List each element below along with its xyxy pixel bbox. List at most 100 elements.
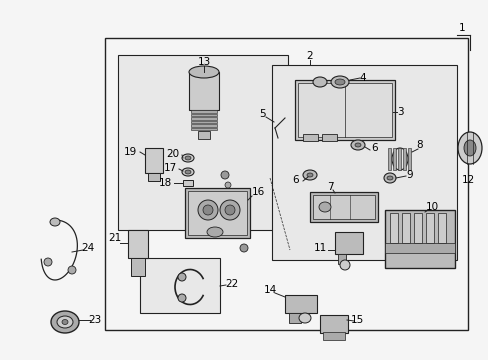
Bar — [323, 332, 345, 340]
Ellipse shape — [298, 313, 310, 323]
Ellipse shape — [203, 205, 213, 215]
Bar — [131, 258, 145, 276]
Ellipse shape — [383, 173, 395, 183]
Text: 20: 20 — [166, 149, 179, 159]
Bar — [184, 188, 249, 238]
Ellipse shape — [224, 205, 235, 215]
Bar — [413, 213, 421, 243]
Text: 8: 8 — [416, 140, 423, 150]
Bar — [191, 124, 217, 126]
Ellipse shape — [44, 258, 52, 266]
Text: 10: 10 — [425, 202, 438, 212]
Bar — [183, 180, 193, 186]
Text: 13: 13 — [197, 57, 210, 67]
Ellipse shape — [330, 76, 348, 88]
Text: 18: 18 — [158, 178, 171, 188]
Bar — [337, 254, 346, 264]
Bar — [191, 113, 217, 116]
Bar — [191, 121, 217, 123]
Bar — [297, 83, 391, 137]
Bar — [312, 195, 374, 219]
Ellipse shape — [457, 132, 481, 164]
Ellipse shape — [68, 266, 76, 274]
Text: 5: 5 — [258, 109, 265, 119]
Bar — [334, 232, 362, 254]
Text: 6: 6 — [371, 143, 378, 153]
Ellipse shape — [463, 140, 475, 156]
Text: 1: 1 — [458, 23, 465, 33]
Text: 3: 3 — [396, 107, 403, 117]
Bar — [140, 258, 220, 313]
Text: 11: 11 — [313, 243, 326, 253]
Ellipse shape — [62, 320, 68, 324]
Text: 22: 22 — [225, 279, 238, 289]
Ellipse shape — [306, 173, 312, 177]
Bar — [392, 148, 395, 170]
Ellipse shape — [206, 227, 223, 237]
Ellipse shape — [386, 176, 392, 180]
Bar — [321, 134, 336, 141]
Text: 15: 15 — [350, 315, 363, 325]
Ellipse shape — [354, 143, 360, 147]
Text: 6: 6 — [292, 175, 299, 185]
Bar — [402, 148, 405, 170]
Bar — [118, 55, 287, 230]
Ellipse shape — [184, 156, 191, 160]
Bar — [425, 213, 433, 243]
Bar — [401, 213, 409, 243]
Ellipse shape — [221, 171, 228, 179]
Ellipse shape — [57, 316, 73, 328]
Text: 24: 24 — [81, 243, 95, 253]
Ellipse shape — [50, 218, 60, 226]
Text: 19: 19 — [123, 147, 136, 157]
Bar — [198, 131, 209, 139]
Bar — [384, 243, 454, 253]
Ellipse shape — [189, 66, 219, 78]
Bar — [407, 148, 410, 170]
Ellipse shape — [51, 311, 79, 333]
Bar — [191, 117, 217, 120]
Text: 17: 17 — [163, 163, 176, 173]
Ellipse shape — [240, 244, 247, 252]
Bar — [384, 210, 454, 268]
Ellipse shape — [224, 182, 230, 188]
Text: 12: 12 — [461, 175, 474, 185]
Bar — [148, 173, 160, 181]
Ellipse shape — [182, 154, 194, 162]
Ellipse shape — [303, 170, 316, 180]
Bar — [187, 191, 246, 235]
Ellipse shape — [198, 200, 218, 220]
Bar — [191, 127, 217, 130]
Bar — [271, 65, 456, 260]
Text: 9: 9 — [406, 170, 412, 180]
Bar — [191, 110, 217, 113]
Ellipse shape — [178, 273, 185, 281]
Bar — [105, 38, 467, 330]
Bar — [294, 80, 394, 140]
Ellipse shape — [184, 170, 191, 174]
Text: 23: 23 — [88, 315, 102, 325]
Text: 14: 14 — [263, 285, 276, 295]
Text: 4: 4 — [359, 73, 366, 83]
Ellipse shape — [334, 79, 345, 85]
Ellipse shape — [339, 260, 349, 270]
Ellipse shape — [182, 168, 194, 176]
Ellipse shape — [318, 202, 330, 212]
Bar — [288, 313, 301, 323]
Bar — [309, 192, 377, 222]
Bar — [387, 148, 390, 170]
Ellipse shape — [350, 140, 364, 150]
Bar — [397, 148, 400, 170]
Bar — [437, 213, 445, 243]
Bar — [189, 72, 219, 110]
Text: 21: 21 — [108, 233, 122, 243]
Bar — [389, 213, 397, 243]
Bar — [285, 295, 316, 313]
Ellipse shape — [178, 294, 185, 302]
Ellipse shape — [220, 200, 240, 220]
Bar — [319, 315, 347, 333]
Ellipse shape — [312, 77, 326, 87]
Text: 7: 7 — [326, 182, 333, 192]
Bar — [145, 148, 163, 173]
Bar — [303, 134, 317, 141]
